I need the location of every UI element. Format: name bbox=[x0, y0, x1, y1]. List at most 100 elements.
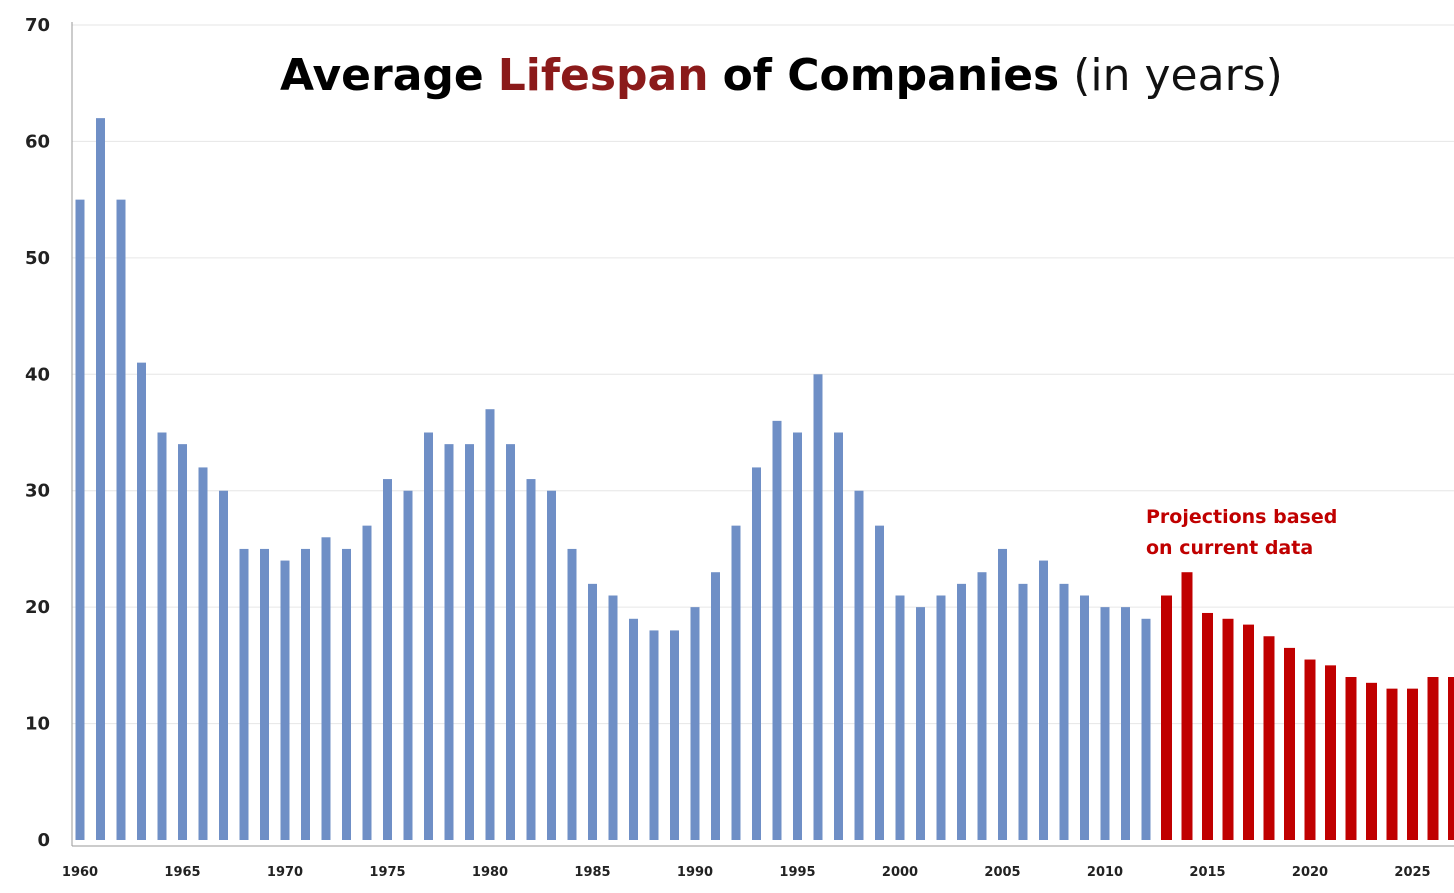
bar-actual bbox=[567, 548, 577, 840]
bar-actual bbox=[301, 548, 310, 840]
x-tick-labels: 1960 1965 1970 1975 1980 1985 1990 1995 2000 2005… bbox=[62, 865, 1431, 880]
bars bbox=[75, 118, 1454, 841]
bar-actual bbox=[465, 444, 474, 840]
bar-projection bbox=[1243, 624, 1254, 840]
bar-actual bbox=[403, 490, 413, 840]
bar-actual bbox=[485, 409, 495, 840]
bar-projection bbox=[1448, 677, 1454, 840]
bar-actual bbox=[219, 490, 228, 840]
bar-actual bbox=[588, 583, 597, 840]
bar-projection bbox=[1304, 659, 1316, 840]
bar-projection bbox=[1386, 688, 1398, 840]
title-part-lifespan: Lifespan bbox=[497, 50, 709, 101]
y-tick-label: 0 bbox=[37, 830, 50, 851]
bar-actual bbox=[731, 525, 741, 840]
y-tick-label: 30 bbox=[25, 481, 50, 502]
gridlines bbox=[72, 24, 1454, 725]
bar-actual bbox=[1039, 560, 1048, 840]
bar-projection bbox=[1161, 595, 1172, 840]
x-tick-label: 2015 bbox=[1189, 865, 1225, 880]
y-tick-label: 50 bbox=[25, 248, 50, 269]
bar-actual bbox=[116, 199, 126, 841]
bar-actual bbox=[690, 607, 700, 840]
bar-actual bbox=[444, 444, 454, 840]
bar-projection bbox=[1181, 572, 1193, 840]
bar-actual bbox=[1018, 583, 1028, 840]
bar-projection bbox=[1202, 612, 1213, 840]
bar-actual bbox=[936, 595, 946, 840]
bar-actual bbox=[875, 525, 884, 840]
x-tick-label: 1980 bbox=[472, 865, 508, 880]
bar-projection bbox=[1263, 636, 1275, 840]
title-part-companies: of Companies bbox=[722, 50, 1060, 101]
bar-actual bbox=[547, 490, 556, 840]
y-tick-label: 20 bbox=[25, 597, 50, 618]
bar-actual bbox=[916, 607, 925, 840]
bar-actual bbox=[629, 618, 638, 840]
x-tick-label: 2000 bbox=[882, 865, 918, 880]
bar-actual bbox=[895, 595, 905, 840]
x-tick-label: 1960 bbox=[62, 865, 98, 880]
x-tick-label: 1990 bbox=[677, 865, 713, 880]
bar-projection bbox=[1366, 682, 1377, 840]
y-tick-label: 40 bbox=[25, 364, 50, 385]
bar-projection bbox=[1407, 688, 1418, 840]
bar-actual bbox=[854, 490, 864, 840]
bar-actual bbox=[998, 548, 1007, 840]
bar-actual bbox=[608, 595, 618, 840]
bar-actual bbox=[321, 537, 331, 840]
bar-actual bbox=[362, 525, 372, 840]
bar-actual bbox=[1059, 583, 1069, 840]
x-tick-label: 1975 bbox=[369, 865, 405, 880]
y-tick-labels: 0 10 20 30 40 50 60 70 bbox=[25, 15, 50, 851]
bar-actual bbox=[1121, 607, 1130, 840]
annotation-line-1: Projections based bbox=[1146, 506, 1338, 528]
bar-actual bbox=[75, 199, 85, 841]
bar-actual bbox=[752, 467, 761, 840]
bar-actual bbox=[137, 362, 146, 840]
title-part-average: Average bbox=[280, 50, 484, 101]
bar-actual bbox=[239, 548, 249, 840]
bar-actual bbox=[1141, 618, 1151, 840]
x-tick-label: 1985 bbox=[574, 865, 610, 880]
bar-actual bbox=[424, 432, 433, 840]
bar-actual bbox=[649, 630, 659, 840]
bar-projection bbox=[1222, 618, 1234, 840]
bar-actual bbox=[772, 420, 782, 840]
y-tick-label: 60 bbox=[25, 131, 50, 152]
bar-actual bbox=[1080, 595, 1089, 840]
x-tick-label: 2005 bbox=[984, 865, 1020, 880]
x-tick-label: 1965 bbox=[164, 865, 200, 880]
x-tick-label: 1995 bbox=[779, 865, 815, 880]
bar-actual bbox=[711, 572, 720, 840]
bar-actual bbox=[157, 432, 167, 840]
annotation-line-2: on current data bbox=[1146, 537, 1314, 559]
title-part-unit: (in years) bbox=[1073, 50, 1283, 101]
x-tick-label: 1970 bbox=[267, 865, 303, 880]
bar-actual bbox=[813, 374, 823, 840]
bar-actual bbox=[670, 630, 679, 840]
bar-projection bbox=[1284, 647, 1295, 840]
bar-projection bbox=[1325, 665, 1336, 840]
bar-actual bbox=[342, 548, 351, 840]
bar-actual bbox=[506, 444, 515, 840]
x-tick-label: 2020 bbox=[1292, 865, 1328, 880]
bar-actual bbox=[383, 479, 392, 840]
bar-actual bbox=[178, 444, 187, 840]
bar-actual bbox=[1100, 607, 1110, 840]
bar-actual bbox=[280, 560, 290, 840]
x-tick-label: 2025 bbox=[1394, 865, 1430, 880]
projection-annotation: Projections based on current data bbox=[1146, 502, 1337, 564]
bar-actual bbox=[977, 572, 987, 840]
bar-actual bbox=[793, 432, 802, 840]
bar-actual bbox=[96, 118, 105, 840]
bar-projection bbox=[1427, 677, 1439, 840]
bar-projection bbox=[1345, 677, 1357, 840]
bar-actual bbox=[260, 548, 269, 840]
bar-actual bbox=[957, 583, 966, 840]
chart-title: Average Lifespan of Companies (in years) bbox=[280, 50, 1283, 101]
bar-actual bbox=[834, 432, 843, 840]
x-tick-label: 2010 bbox=[1087, 865, 1123, 880]
y-tick-label: 10 bbox=[25, 714, 50, 735]
